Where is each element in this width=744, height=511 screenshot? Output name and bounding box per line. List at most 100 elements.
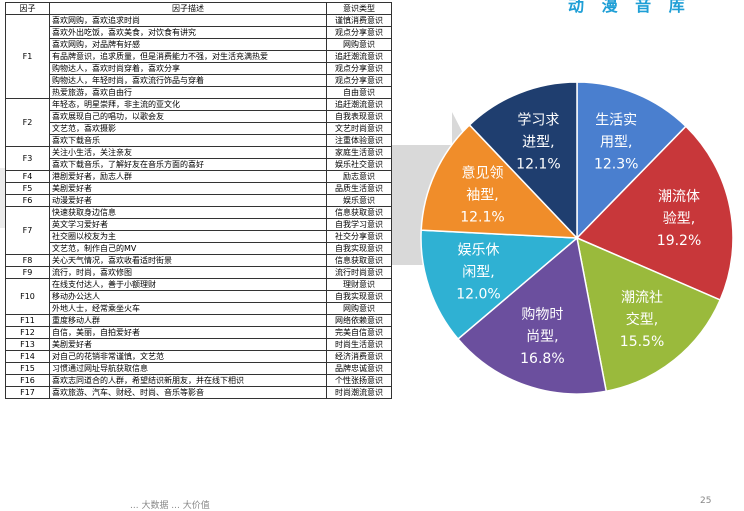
- slice-label: 意见领袖型, 12.1%: [460, 165, 504, 226]
- table-row: 喜欢展现自己的唱功，以歌会友 自我表现意识: [6, 110, 392, 123]
- slice-label-line: 交型,: [626, 311, 658, 328]
- table-row: F2 年轻态，明星崇拜，非主流的亚文化 追赶潮流意识: [5, 98, 392, 147]
- slice-label: 购物时尚型, 16.8%: [520, 307, 564, 367]
- factor-table-body: F1 喜欢网购，喜欢追求时尚 谨慎消费意识 喜欢外出吃饭，喜欢美食，对饮食有讲究 观点分…: [5, 14, 392, 399]
- description-cell: 习惯通过网址导航获取信息: [49, 362, 327, 375]
- table-row: F17 喜欢旅游、汽车、财经、时尚、音乐等影音 时尚潮流意识: [5, 386, 392, 399]
- page-number: 25: [700, 496, 712, 506]
- table-header-row: 因子 因子描述 意识类型: [5, 2, 392, 15]
- pie-svg: 生活实用型, 12.3% 潮流体验型, 19.2% 潮流社交型, 15.5% 购物时尚型, 1…: [420, 81, 734, 395]
- type-cell: 信息获取意识: [326, 254, 392, 267]
- pie-slice: [575, 125, 734, 301]
- type-cell: 励志意识: [326, 170, 392, 183]
- type-cell: 个性张扬意识: [326, 374, 392, 387]
- slice-label-line: 袖型,: [466, 188, 498, 204]
- type-cell: 注重体验意识: [326, 134, 392, 147]
- description-cell: 喜欢旅游、汽车、财经、时尚、音乐等影音: [49, 386, 327, 399]
- table-row: F7 快速获取身边信息 信息获取意识: [5, 206, 392, 255]
- table-row: 购物达人，喜欢时尚穿着，喜欢分享 观点分享意识: [6, 62, 392, 75]
- table-row: F11 重度移动人群 网络依赖意识: [5, 314, 392, 327]
- pie-slice: [576, 81, 687, 240]
- factor-cell: F10: [5, 278, 50, 315]
- header-description: 因子描述: [49, 2, 327, 15]
- table-row: 喜欢网购，对品牌有好感 网购意识: [6, 38, 392, 51]
- type-cell: 自我学习意识: [326, 218, 392, 231]
- table-row: F10 在线支付达人，善于小额理财 理财意识: [5, 278, 392, 315]
- factor-cell: F15: [5, 362, 50, 375]
- table-row: 喜欢下载音乐，了解好友在音乐方面的喜好 娱乐社交意识: [6, 158, 392, 171]
- description-cell: 自信，美丽，自拍爱好者: [49, 326, 327, 339]
- factor-cell: F12: [5, 326, 50, 339]
- type-cell: 时尚生活意识: [326, 338, 392, 351]
- slice-label: 潮流社交型, 15.5%: [620, 290, 664, 350]
- factor-cell: F17: [5, 386, 50, 399]
- type-cell: 理财意识: [326, 278, 392, 291]
- factor-cell: F4: [5, 170, 50, 183]
- table-row: F13 美剧爱好者 时尚生活意识: [5, 338, 392, 351]
- table-row: F12 自信，美丽，自拍爱好者 完美自信意识: [5, 326, 392, 339]
- description-cell: 英文学习爱好者: [49, 218, 327, 231]
- slice-label-line: 购物时: [521, 307, 563, 323]
- slice-label: 生活实用型, 12.3%: [594, 113, 638, 173]
- type-cell: 自我实现意识: [326, 290, 392, 303]
- header-type: 意识类型: [326, 2, 392, 15]
- type-cell: 流行时尚意识: [326, 266, 392, 279]
- factor-cell: F9: [5, 266, 50, 279]
- slice-label-line: 生活实: [595, 113, 637, 129]
- description-cell: 购物达人，年轻时尚，喜欢流行饰品与穿着: [49, 74, 327, 87]
- type-cell: 网购意识: [326, 38, 392, 51]
- type-cell: 娱乐社交意识: [326, 158, 392, 171]
- pie-chart: 生活实用型, 12.3% 潮流体验型, 19.2% 潮流社交型, 15.5% 购物时尚型, 1…: [410, 77, 744, 399]
- type-cell: 品质生活意识: [326, 182, 392, 195]
- type-cell: 观点分享意识: [326, 62, 392, 75]
- slice-label-line: 12.1%: [460, 210, 504, 226]
- type-cell: 追赶潮流意识: [326, 98, 392, 111]
- type-cell: 观点分享意识: [326, 74, 392, 87]
- type-cell: 观点分享意识: [326, 26, 392, 39]
- table-row: 有品牌意识，追求质量，但是消费能力不强，对生活充满热爱 追赶潮流意识: [6, 50, 392, 63]
- description-cell: 喜欢外出吃饭，喜欢美食，对饮食有讲究: [49, 26, 327, 39]
- table-row: F9 流行，时尚，喜欢修图 流行时尚意识: [5, 266, 392, 279]
- factor-cell: F7: [5, 206, 50, 255]
- pie-slice: [457, 236, 608, 395]
- type-cell: 追赶潮流意识: [326, 50, 392, 63]
- description-cell: 美剧爱好者: [49, 338, 327, 351]
- factor-cell: F3: [5, 146, 50, 171]
- description-cell: 购物达人，喜欢时尚穿着，喜欢分享: [49, 62, 327, 75]
- description-cell: 移动办公达人: [49, 290, 327, 303]
- type-cell: 信息获取意识: [326, 206, 392, 219]
- description-cell: 喜欢志同道合的人群，希望结识新朋友，并在线下相识: [49, 374, 327, 387]
- pie-slice: [468, 81, 578, 240]
- table-row: 购物达人，年轻时尚，喜欢流行饰品与穿着 观点分享意识: [6, 74, 392, 87]
- table-row: F6 动漫爱好者 娱乐意识: [5, 194, 392, 207]
- slice-label-line: 验型,: [663, 211, 695, 227]
- type-cell: 文艺时尚意识: [326, 122, 392, 135]
- table-row: F1 喜欢网购，喜欢追求时尚 谨慎消费意识: [5, 14, 392, 99]
- description-cell: 关注小生活，关注亲友: [49, 146, 327, 159]
- table-row: 文艺范，制作自己的MV 自我实现意识: [6, 242, 392, 255]
- slice-label-line: 12.1%: [516, 156, 560, 172]
- table-row: 喜欢外出吃饭，喜欢美食，对饮食有讲究 观点分享意识: [6, 26, 392, 39]
- description-cell: 快速获取身边信息: [49, 206, 327, 219]
- pie-slice: [420, 229, 579, 340]
- slice-label-line: 16.8%: [520, 351, 564, 367]
- slice-label: 潮流体验型, 19.2%: [657, 189, 701, 249]
- type-cell: 网络依赖意识: [326, 314, 392, 327]
- type-cell: 家庭生活意识: [326, 146, 392, 159]
- factor-cell: F8: [5, 254, 50, 267]
- description-cell: 在线支付达人，善于小额理财: [49, 278, 327, 291]
- description-cell: 喜欢下载音乐，了解好友在音乐方面的喜好: [49, 158, 327, 171]
- type-cell: 自我表现意识: [326, 110, 392, 123]
- description-cell: 重度移动人群: [49, 314, 327, 327]
- type-cell: 时尚潮流意识: [326, 386, 392, 399]
- factor-cell: F2: [5, 98, 50, 147]
- description-cell: 喜欢下载音乐: [49, 134, 327, 147]
- slice-label-line: 娱乐休: [458, 242, 500, 258]
- description-cell: 文艺范，喜欢摄影: [49, 122, 327, 135]
- table-row: 喜欢下载音乐 注重体验意识: [6, 134, 392, 147]
- type-cell: 经济消费意识: [326, 350, 392, 363]
- factor-cell: F13: [5, 338, 50, 351]
- table-row: F16 喜欢志同道合的人群，希望结识新朋友，并在线下相识 个性张扬意识: [5, 374, 392, 387]
- slice-label-line: 潮流社: [621, 290, 663, 306]
- factor-table: 因子 因子描述 意识类型 F1 喜欢网购，喜欢追求时尚 谨慎消费意识 喜欢外出吃饭，喜…: [5, 2, 392, 399]
